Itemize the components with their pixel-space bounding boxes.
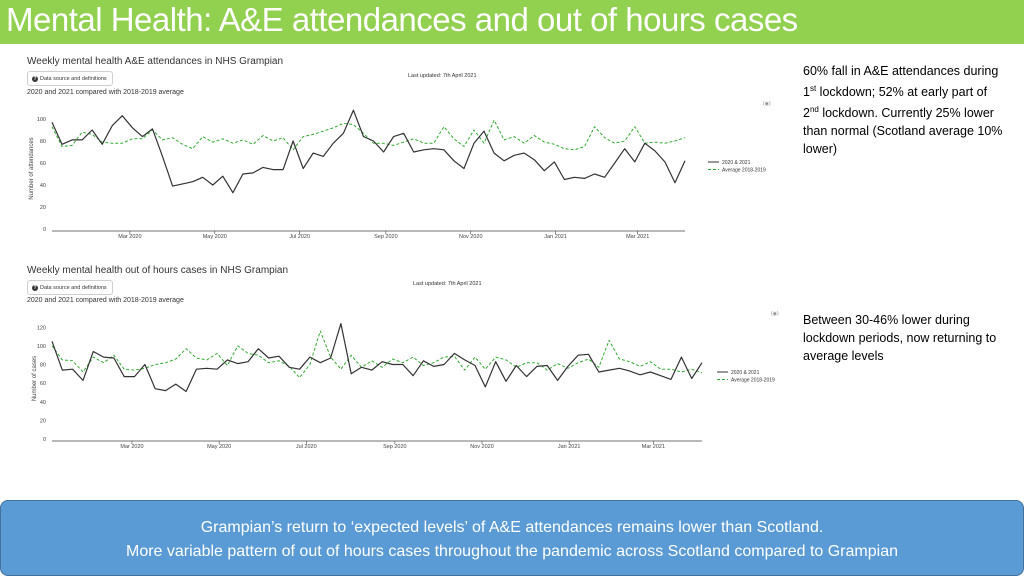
ae-commentary: 60% fall in A&E attendances during 1st l… xyxy=(803,62,1003,158)
title-bar: Mental Health: A&E attendances and out o… xyxy=(0,0,1024,44)
ooh-y-axis-label: Number of cases xyxy=(32,356,38,401)
ae-commentary-part1: 60% fall in A&E attendances during 1 xyxy=(803,64,999,100)
camera-icon[interactable]: (◉) xyxy=(771,311,779,317)
ooh-legend-label: Average 2018-2019 xyxy=(731,378,775,384)
ooh-x-tick-label: May 2020 xyxy=(207,444,231,450)
summary-line-1: Grampian’s return to ‘expected levels’ o… xyxy=(200,519,824,536)
question-icon: ? xyxy=(32,284,38,291)
ae-chart-heading: Weekly mental health A&E attendances in … xyxy=(27,56,284,67)
ooh-data-source-button[interactable]: ? Data source and definitions xyxy=(27,280,113,295)
ae-legend-label: Average 2018-2019 xyxy=(722,168,766,174)
ooh-series-line-current xyxy=(51,322,703,393)
ae-x-tick-label: Sep 2020 xyxy=(374,234,398,240)
ooh-y-tick-label: 60 xyxy=(40,381,46,387)
ae-y-tick-label: 60 xyxy=(40,161,46,167)
ooh-y-tick-label: 40 xyxy=(40,400,46,406)
ae-commentary-sup1: st xyxy=(809,84,817,93)
ooh-x-tick-label: Jan 2021 xyxy=(558,444,581,450)
ooh-x-tick-label: Jul 2020 xyxy=(296,444,317,450)
ooh-legend-label: 2020 & 2021 xyxy=(731,370,760,376)
ae-y-tick-label: 20 xyxy=(40,205,46,211)
ae-commentary-sup2: nd xyxy=(809,105,819,115)
ae-data-source-button[interactable]: ? Data source and definitions xyxy=(27,71,113,86)
summary-box: Grampian’s return to ‘expected levels’ o… xyxy=(0,500,1024,576)
ooh-chart-heading: Weekly mental health out of hours cases … xyxy=(27,265,289,276)
ae-y-tick-label: 80 xyxy=(40,139,46,145)
ooh-chart-panel: Weekly mental health out of hours cases … xyxy=(20,259,790,459)
ae-series-line-current xyxy=(51,109,686,194)
ae-y-axis-label: Number of attendances xyxy=(29,137,35,199)
ooh-chart: 0 20 40 60 80 100 120 Mar 2020 May 2020 Jul 2020 S… xyxy=(32,322,775,450)
ae-x-tick-label: Nov 2020 xyxy=(459,234,483,240)
ae-commentary-part2: lockdown; 52% at early part of 2 xyxy=(803,85,988,121)
ooh-x-tick-label: Mar 2020 xyxy=(120,444,143,450)
ae-series-line-average xyxy=(51,119,686,151)
ae-data-source-label: Data source and definitions xyxy=(40,75,107,82)
ae-x-tick-label: May 2020 xyxy=(203,234,227,240)
ae-x-tick-label: Mar 2020 xyxy=(118,234,141,240)
ooh-y-tick-label: 0 xyxy=(43,437,46,443)
ae-chart-panel: Weekly mental health A&E attendances in … xyxy=(20,50,790,248)
ooh-y-tick-label: 80 xyxy=(40,363,46,369)
ae-legend-label: 2020 & 2021 xyxy=(722,160,751,166)
ae-x-tick-label: Jan 2021 xyxy=(544,234,567,240)
ooh-x-tick-label: Sep 2020 xyxy=(383,444,407,450)
ooh-chart-subtitle: 2020 and 2021 compared with 2018-2019 av… xyxy=(27,297,184,304)
ooh-x-tick-label: Mar 2021 xyxy=(642,444,665,450)
ae-chart: 0 20 40 60 80 100 Mar 2020 May 2020 Jul 2020 Sep … xyxy=(29,109,766,240)
ae-last-updated: Last updated: 7th April 2021 xyxy=(408,73,477,79)
ooh-last-updated: Last updated: 7th April 2021 xyxy=(413,281,482,287)
question-icon: ? xyxy=(32,75,38,82)
camera-icon[interactable]: (◉) xyxy=(763,101,771,107)
ooh-x-tick-label: Nov 2020 xyxy=(470,444,494,450)
ooh-commentary: Between 30-46% lower during lockdown per… xyxy=(803,313,997,363)
ooh-y-tick-label: 120 xyxy=(37,325,46,331)
ooh-data-source-label: Data source and definitions xyxy=(40,284,107,291)
ae-commentary-part3: lockdown. Currently 25% lower than norma… xyxy=(803,106,1003,157)
ae-chart-subtitle: 2020 and 2021 compared with 2018-2019 av… xyxy=(27,89,184,96)
ae-x-tick-label: Jul 2020 xyxy=(289,234,310,240)
ae-y-tick-label: 40 xyxy=(40,183,46,189)
ooh-y-tick-label: 20 xyxy=(40,418,46,424)
summary-line-2: More variable pattern of out of hours ca… xyxy=(126,543,898,560)
ooh-y-tick-label: 100 xyxy=(37,344,46,350)
ae-y-tick-label: 100 xyxy=(37,117,46,123)
slide-title: Mental Health: A&E attendances and out o… xyxy=(6,1,798,38)
ae-y-tick-label: 0 xyxy=(43,227,46,233)
ae-x-tick-label: Mar 2021 xyxy=(626,234,649,240)
